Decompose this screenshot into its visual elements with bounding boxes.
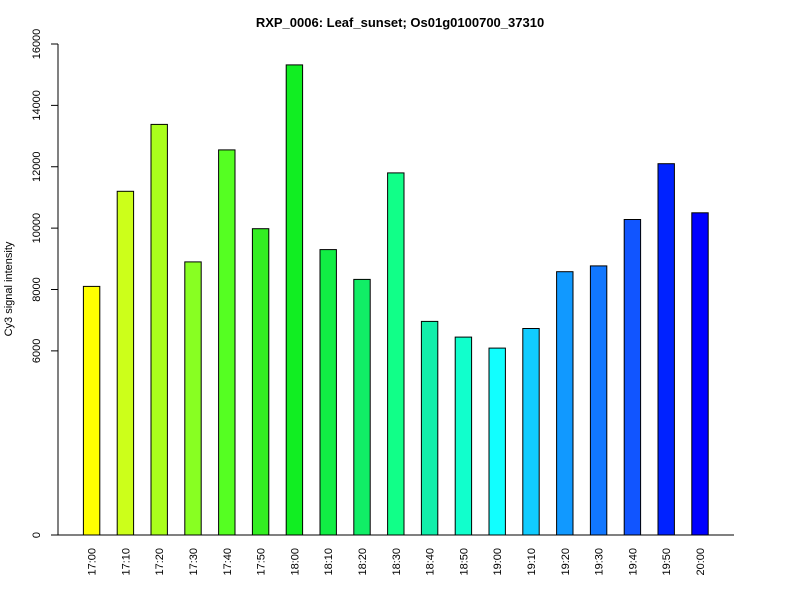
bar-1930 bbox=[589, 265, 608, 536]
bar-1950 bbox=[657, 163, 675, 536]
y-tick-label: 6000 bbox=[31, 339, 43, 363]
bar-1940 bbox=[623, 219, 642, 536]
bar-1740 bbox=[218, 149, 236, 536]
x-tick-label: 17:50 bbox=[256, 548, 268, 576]
bars-group bbox=[82, 64, 709, 536]
bar-1840 bbox=[420, 320, 439, 536]
x-tick-label: 18:20 bbox=[357, 548, 369, 576]
x-tick-label: 19:00 bbox=[492, 548, 504, 576]
x-tick-label: 18:10 bbox=[323, 548, 335, 576]
bar-1800 bbox=[285, 64, 304, 536]
bar-1910 bbox=[522, 328, 540, 536]
bar-1810 bbox=[319, 249, 337, 536]
bar-1830 bbox=[387, 172, 405, 536]
y-tick-label: 14000 bbox=[31, 90, 43, 121]
y-tick-label: 0 bbox=[31, 532, 43, 538]
x-tick-label: 17:40 bbox=[222, 548, 234, 576]
bar-1820 bbox=[353, 278, 371, 536]
y-tick-label: 12000 bbox=[31, 151, 43, 182]
bar-1900 bbox=[488, 347, 506, 536]
x-axis: 17:00 17:10 17:20 17:30 17:40 17:50 18:00 18:10… bbox=[58, 534, 734, 576]
y-tick-label: 8000 bbox=[31, 277, 43, 301]
bar-1710 bbox=[116, 190, 135, 536]
x-tick-label: 19:10 bbox=[526, 548, 538, 576]
x-tick-label: 18:50 bbox=[458, 548, 470, 576]
bar-1730 bbox=[184, 261, 202, 536]
x-tick-label: 17:30 bbox=[188, 548, 200, 576]
x-tick-label: 19:30 bbox=[594, 548, 606, 576]
y-tick-label: 10000 bbox=[31, 213, 43, 244]
x-tick-label: 20:00 bbox=[695, 548, 707, 576]
bar-2000 bbox=[691, 212, 709, 536]
bar-1720 bbox=[150, 123, 168, 536]
y-tick-label: 16000 bbox=[31, 29, 43, 60]
bar-1750 bbox=[251, 228, 270, 536]
bar-1920 bbox=[556, 271, 574, 536]
x-tick-label: 19:20 bbox=[560, 548, 572, 576]
chart-title: RXP_0006: Leaf_sunset; Os01g0100700_3731… bbox=[256, 15, 544, 30]
x-tick-label: 17:10 bbox=[120, 548, 132, 576]
x-tick-label: 17:00 bbox=[87, 548, 99, 576]
x-tick-label: 19:40 bbox=[627, 548, 639, 576]
x-tick-label: 18:00 bbox=[289, 548, 301, 576]
bar-1700 bbox=[82, 285, 101, 536]
x-tick-label: 17:20 bbox=[154, 548, 166, 576]
bar-1850 bbox=[454, 336, 473, 536]
y-axis: 0 6000 8000 10000 12000 14000 16000 bbox=[31, 29, 59, 538]
x-tick-label: 19:50 bbox=[661, 548, 673, 576]
x-tick-label: 18:30 bbox=[391, 548, 403, 576]
x-tick-label: 18:40 bbox=[425, 548, 437, 576]
y-axis-label: Cy3 signal intensity bbox=[3, 241, 15, 336]
